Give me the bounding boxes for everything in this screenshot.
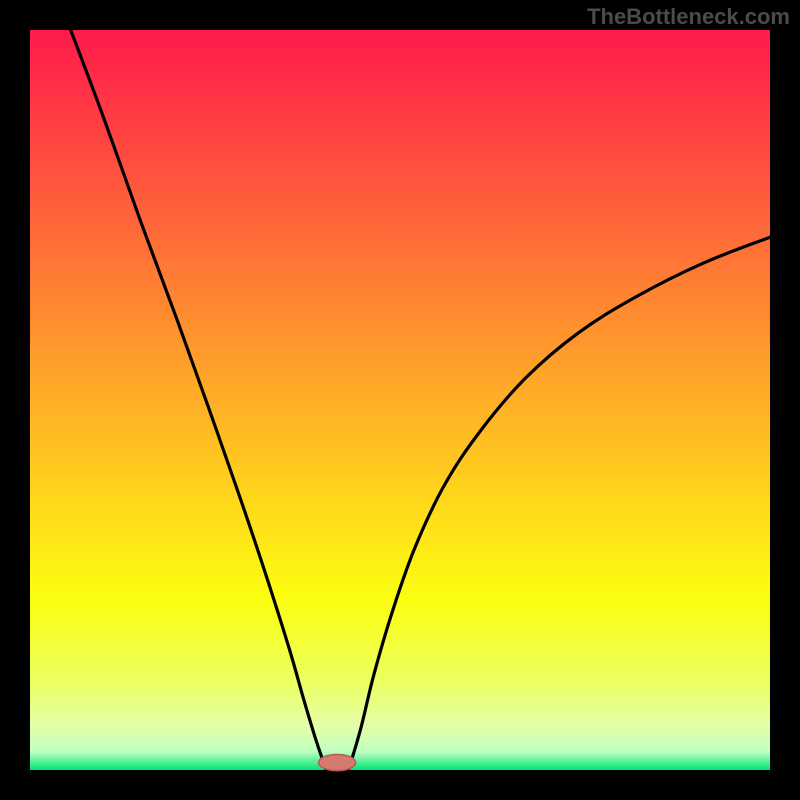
bottleneck-curve-left — [71, 30, 326, 770]
chart-container: TheBottleneck.com — [0, 0, 800, 800]
curve-layer — [0, 0, 800, 800]
watermark-text: TheBottleneck.com — [587, 4, 790, 30]
bottleneck-curve-right — [348, 237, 770, 770]
optimum-marker — [319, 754, 356, 770]
